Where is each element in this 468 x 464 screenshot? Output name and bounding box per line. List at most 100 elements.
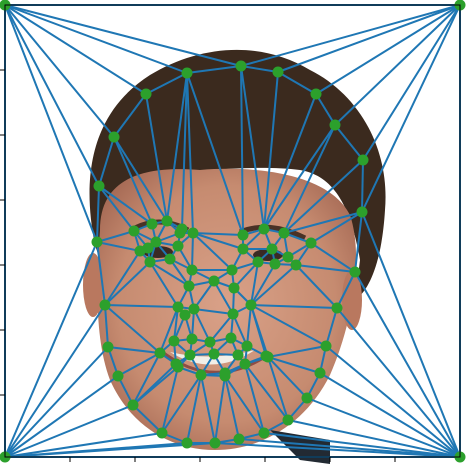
mesh-edge	[192, 232, 244, 236]
mesh-edge	[4, 241, 98, 458]
mesh-edge	[336, 271, 356, 309]
landmark-point	[168, 335, 180, 347]
mesh-edge	[192, 232, 244, 250]
mesh-edge	[250, 304, 267, 357]
mesh-edge	[4, 404, 134, 458]
landmark-point	[186, 264, 198, 276]
mesh-edge	[4, 4, 100, 187]
landmark-point	[226, 264, 238, 276]
mesh-edge	[267, 356, 321, 374]
landmark-point	[258, 427, 270, 439]
mesh-edge	[263, 124, 336, 230]
landmark-point	[179, 309, 191, 321]
landmark-point	[278, 227, 290, 239]
mesh-edge	[240, 4, 461, 67]
mesh-edge	[325, 307, 338, 347]
landmark-point	[301, 392, 313, 404]
mesh-edge	[315, 4, 461, 95]
mesh-edge	[104, 304, 161, 354]
landmark-point	[241, 340, 253, 352]
mesh-edge	[310, 211, 363, 244]
mesh-edge	[295, 264, 356, 273]
landmark-point	[181, 67, 193, 79]
mesh-edge	[354, 271, 461, 458]
mesh-edge	[325, 345, 461, 458]
landmark-point	[252, 256, 264, 268]
landmark-point	[146, 218, 158, 230]
mesh-edge	[132, 363, 177, 406]
landmark-point	[245, 299, 257, 311]
landmark-point	[305, 237, 317, 249]
mesh-edge	[149, 261, 179, 308]
mesh-edge	[361, 211, 461, 458]
landmark-point	[225, 332, 237, 344]
mesh-edge	[336, 307, 461, 458]
mesh-edge	[186, 72, 244, 236]
mesh-edge	[263, 432, 461, 458]
mesh-edge	[113, 136, 168, 222]
mesh-edge	[267, 345, 327, 358]
mesh-edge	[181, 72, 188, 230]
landmark-point	[237, 229, 249, 241]
mesh-edge	[277, 4, 461, 73]
landmark-point	[142, 242, 154, 254]
mesh-edge	[244, 363, 289, 421]
landmark-point	[208, 275, 220, 287]
mesh-edge	[240, 65, 279, 73]
mesh-edge	[104, 304, 109, 348]
mesh-edge	[169, 258, 190, 287]
landmark-point	[99, 299, 111, 311]
mesh-edge	[161, 366, 179, 434]
mesh-edge	[283, 159, 364, 234]
mesh-edge	[267, 356, 289, 421]
landmark-point	[235, 60, 247, 72]
mesh-edge	[209, 313, 234, 343]
mesh-edge	[250, 304, 338, 309]
mesh-edge	[233, 261, 259, 289]
mesh-edge	[362, 4, 461, 161]
mesh-edge	[4, 432, 163, 458]
landmark-point	[102, 341, 114, 353]
landmark-point	[239, 358, 251, 370]
landmark-point	[282, 414, 294, 426]
mesh-edge	[186, 72, 194, 234]
mesh-edge	[277, 71, 317, 95]
mesh-edge	[246, 304, 252, 347]
landmark-point	[314, 367, 326, 379]
mesh-edge	[283, 124, 336, 234]
mesh-edge	[98, 185, 153, 225]
mesh-edge	[104, 250, 141, 306]
landmark-point	[140, 88, 152, 100]
mesh-edge	[192, 232, 233, 271]
mesh-edge	[315, 93, 336, 126]
mesh-edge	[96, 241, 141, 252]
landmark-point	[161, 215, 173, 227]
landmark-point	[150, 236, 162, 248]
right-ear	[342, 270, 362, 330]
mesh-edge	[161, 374, 202, 434]
landmark-point	[219, 367, 231, 379]
landmark-point	[209, 437, 221, 449]
mesh-edge	[214, 375, 226, 444]
mesh-edge	[306, 397, 461, 458]
landmark-point	[349, 266, 361, 278]
mesh-edge	[224, 375, 265, 434]
mesh-edge	[361, 4, 461, 213]
landmark-point	[93, 180, 105, 192]
landmark-point	[154, 347, 166, 359]
mesh-edge	[354, 211, 363, 273]
mesh-edge	[240, 65, 244, 236]
mesh-edge	[166, 72, 188, 222]
mesh-edge	[96, 185, 100, 243]
mesh-edge	[213, 280, 234, 315]
mesh-edge	[319, 372, 461, 458]
axis-ticks	[0, 69, 396, 462]
landmark-point	[183, 280, 195, 292]
mesh-edge	[4, 4, 188, 74]
landmark-point	[174, 227, 186, 239]
mesh-edge	[267, 356, 308, 399]
mesh-edge	[98, 185, 135, 232]
mesh-edge	[4, 304, 106, 458]
mesh-edge	[145, 93, 168, 222]
landmark-point	[170, 358, 182, 370]
